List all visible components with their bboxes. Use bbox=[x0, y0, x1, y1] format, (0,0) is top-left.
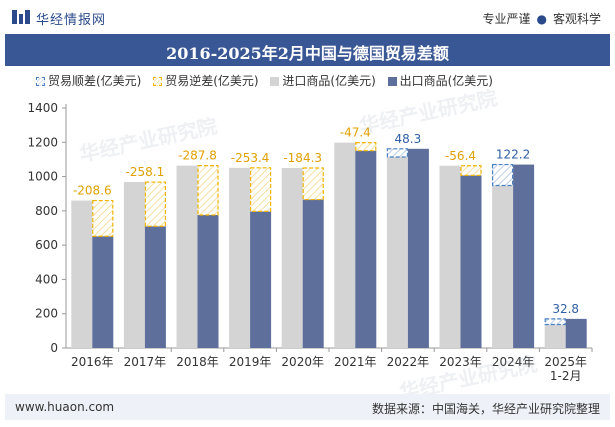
chart-area: 0 200 400 600 800 1000 1200 1400 2016年 2017年 2018年… bbox=[0, 96, 615, 392]
chart-title: 2016-2025年2月中国与德国贸易差额 bbox=[166, 44, 449, 63]
y-tick-label: 1200 bbox=[27, 135, 58, 149]
deficit-bar bbox=[302, 167, 324, 201]
x-tick-label: 2023年 bbox=[439, 355, 482, 369]
deficit-bar bbox=[144, 181, 166, 227]
slogan: 专业严谨 ● 客观科学 bbox=[482, 10, 601, 27]
import-bar bbox=[281, 168, 303, 348]
balance-value-label: -253.4 bbox=[231, 151, 270, 165]
x-tick-label: 2022年 bbox=[387, 355, 430, 369]
balance-value-label: -47.4 bbox=[340, 126, 371, 140]
brand-name: 华经情报网 bbox=[36, 13, 107, 28]
legend-swatch-surplus bbox=[36, 77, 45, 86]
export-bar bbox=[197, 214, 219, 348]
import-bar bbox=[71, 200, 93, 348]
legend-label-surplus: 贸易顺差(亿美元) bbox=[48, 74, 142, 88]
legend-label-export: 出口商品(亿美元) bbox=[399, 74, 493, 88]
legend-swatch-deficit bbox=[153, 77, 163, 86]
y-tick-label: 600 bbox=[35, 238, 58, 252]
x-tick-label: 2017年 bbox=[124, 355, 167, 369]
surplus-bar bbox=[492, 163, 514, 187]
export-bar bbox=[513, 164, 535, 348]
import-bar bbox=[492, 185, 514, 348]
balance-value-label: 32.8 bbox=[552, 302, 579, 316]
y-tick-label: 400 bbox=[35, 272, 58, 286]
x-tick-label: 2016年 bbox=[71, 355, 114, 369]
y-tick-label: 1000 bbox=[27, 170, 58, 184]
legend-item-import: 进口商品(亿美元) bbox=[270, 72, 376, 89]
deficit-bar bbox=[355, 142, 377, 152]
deficit-bar bbox=[460, 165, 482, 176]
slogan-separator: ● bbox=[536, 12, 547, 26]
legend-label-deficit: 贸易逆差(亿美元) bbox=[165, 74, 259, 88]
export-bar bbox=[407, 148, 429, 348]
balance-value-label: 48.3 bbox=[395, 132, 422, 146]
import-bar bbox=[439, 165, 461, 348]
import-bar bbox=[386, 157, 408, 348]
export-bar bbox=[144, 226, 166, 348]
y-tick-label: 1400 bbox=[27, 101, 58, 115]
title-bar: 2016-2025年2月中国与德国贸易差额 bbox=[5, 34, 610, 66]
import-bar bbox=[176, 165, 198, 348]
export-bar bbox=[302, 199, 324, 348]
x-tick-label: 2019年 bbox=[229, 355, 272, 369]
y-tick-label: 0 bbox=[50, 341, 58, 355]
chart-legend: 贸易顺差(亿美元) 贸易逆差(亿美元) 进口商品(亿美元) 出口商品(亿美元) bbox=[36, 72, 501, 92]
x-tick-label: 1-2月 bbox=[550, 369, 582, 383]
surplus-bar bbox=[544, 318, 566, 326]
balance-value-label: -258.1 bbox=[126, 165, 165, 179]
import-bar bbox=[544, 324, 566, 348]
balance-value-label: -208.6 bbox=[73, 184, 112, 198]
legend-label-import: 进口商品(亿美元) bbox=[282, 74, 376, 88]
legend-item-surplus: 贸易顺差(亿美元) bbox=[36, 72, 141, 89]
export-bar bbox=[565, 318, 587, 348]
legend-item-deficit: 贸易逆差(亿美元) bbox=[153, 72, 259, 89]
export-bar bbox=[355, 150, 377, 348]
brand-logo-icon bbox=[12, 10, 30, 24]
x-tick-label: 2020年 bbox=[281, 355, 324, 369]
balance-value-label: -287.8 bbox=[178, 149, 217, 163]
surplus-bar bbox=[386, 148, 408, 158]
bar-chart: 0 200 400 600 800 1000 1200 1400 2016年 2017年 2018年… bbox=[27, 101, 593, 383]
axes: 0 200 400 600 800 1000 1200 1400 2016年 2017年 2018年… bbox=[27, 101, 593, 383]
bars bbox=[71, 142, 587, 348]
footer-website[interactable]: www.huaon.com bbox=[15, 400, 115, 414]
import-bar bbox=[334, 142, 356, 348]
slogan-right: 客观科学 bbox=[552, 12, 601, 26]
balance-value-label: -56.4 bbox=[445, 149, 476, 163]
import-bar bbox=[123, 182, 145, 348]
import-bar bbox=[229, 167, 251, 348]
legend-swatch-import bbox=[270, 77, 280, 86]
x-tick-label: 2021年 bbox=[334, 355, 377, 369]
balance-value-label: -184.3 bbox=[283, 151, 322, 165]
export-bar bbox=[92, 236, 114, 348]
x-tick-label: 2018年 bbox=[176, 355, 219, 369]
legend-swatch-export bbox=[387, 77, 397, 86]
deficit-bar bbox=[250, 167, 272, 212]
x-tick-label: 2024年 bbox=[492, 355, 535, 369]
deficit-bar bbox=[92, 199, 114, 237]
x-tick-label: 2025年 bbox=[544, 355, 587, 369]
y-tick-label: 200 bbox=[35, 307, 58, 321]
export-bar bbox=[250, 211, 272, 348]
footer: www.huaon.com 数据来源：中国海关，华经产业研究院整理 bbox=[5, 394, 610, 420]
data-labels: -208.6 -258.1 -287.8 -253.4 -184.3 -47.4 48.3 -… bbox=[73, 126, 579, 316]
deficit-bar bbox=[197, 164, 219, 216]
legend-item-export: 出口商品(亿美元) bbox=[387, 72, 493, 89]
export-bar bbox=[460, 175, 482, 348]
balance-value-label: 122.2 bbox=[496, 148, 530, 162]
slogan-left: 专业严谨 bbox=[482, 12, 531, 26]
top-bar: 华经情报网 专业严谨 ● 客观科学 bbox=[0, 0, 615, 36]
y-tick-label: 800 bbox=[35, 204, 58, 218]
footer-source: 数据来源：中国海关，华经产业研究院整理 bbox=[371, 402, 600, 416]
